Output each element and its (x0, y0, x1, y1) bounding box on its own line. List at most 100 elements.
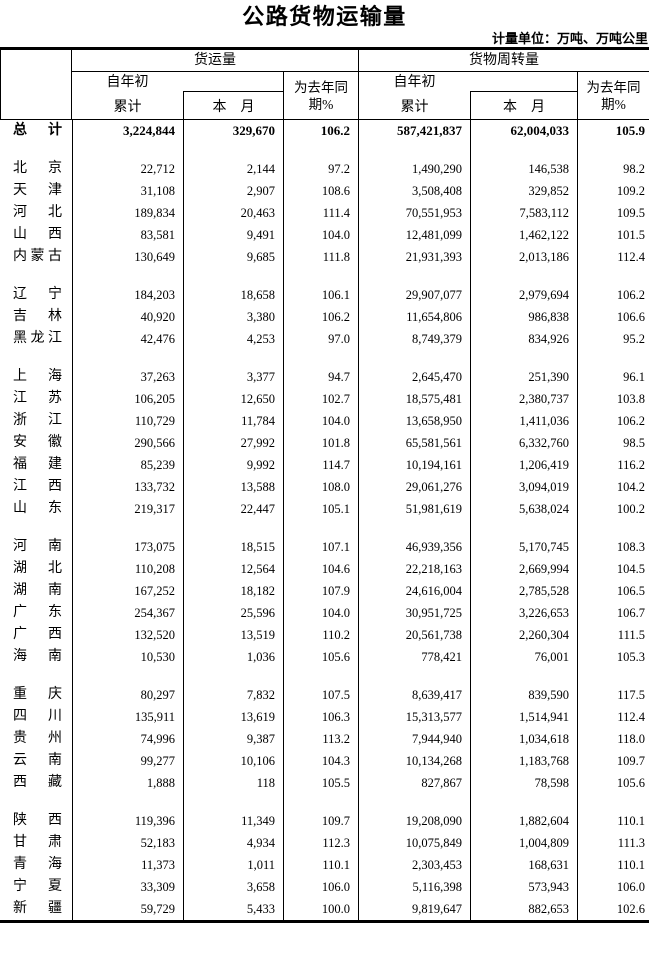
value-cell: 3,377 (183, 366, 283, 388)
table-row: 湖南 167,252 18,182 107.9 24,616,004 2,785,528 1… (0, 580, 649, 602)
region-name: 江苏 (13, 391, 62, 406)
region-cell: 江西 (0, 476, 72, 498)
value-cell: 76,001 (470, 646, 577, 668)
region-cell: 福建 (0, 454, 72, 476)
table-row: 新疆 59,729 5,433 100.0 9,819,647 882,653 102.6 (0, 898, 649, 920)
value-cell: 10,134,268 (358, 750, 470, 772)
value-cell: 1,882,604 (470, 810, 577, 832)
region-cell: 重庆 (0, 684, 72, 706)
value-cell: 29,907,077 (358, 284, 470, 306)
region-name: 总计 (13, 123, 62, 138)
empty-cell (283, 350, 358, 366)
value-cell: 106,205 (72, 388, 183, 410)
empty-cell (283, 794, 358, 810)
empty-cell (283, 268, 358, 284)
value-cell: 104.5 (577, 558, 649, 580)
empty-cell (0, 350, 72, 366)
value-cell: 106.0 (577, 876, 649, 898)
value-cell: 106.2 (283, 120, 358, 142)
value-cell: 96.1 (577, 366, 649, 388)
empty-cell (577, 520, 649, 536)
region-cell: 辽宁 (0, 284, 72, 306)
value-cell: 2,785,528 (470, 580, 577, 602)
value-cell: 106.5 (577, 580, 649, 602)
region-name: 海南 (13, 649, 62, 664)
value-cell: 834,926 (470, 328, 577, 350)
value-cell: 13,658,950 (358, 410, 470, 432)
value-cell: 12,481,099 (358, 224, 470, 246)
region-name: 甘肃 (13, 835, 62, 850)
value-cell: 104.0 (283, 410, 358, 432)
value-cell: 4,934 (183, 832, 283, 854)
value-cell: 109.7 (577, 750, 649, 772)
value-cell: 46,939,356 (358, 536, 470, 558)
region-name: 重庆 (13, 687, 62, 702)
value-cell: 108.0 (283, 476, 358, 498)
value-cell: 19,208,090 (358, 810, 470, 832)
value-cell: 1,004,809 (470, 832, 577, 854)
value-cell: 9,992 (183, 454, 283, 476)
value-cell: 10,075,849 (358, 832, 470, 854)
table-row: 福建 85,239 9,992 114.7 10,194,161 1,206,419 116… (0, 454, 649, 476)
header-yoy-line1: 为去年同 (586, 79, 641, 95)
header-ytd-cumulative-volume: 自年初 累计 (72, 72, 183, 119)
region-name: 湖北 (13, 561, 62, 576)
value-cell: 104.2 (577, 476, 649, 498)
empty-cell (470, 350, 577, 366)
value-cell: 3,224,844 (72, 120, 183, 142)
value-cell: 110.1 (577, 854, 649, 876)
empty-cell (577, 142, 649, 158)
value-cell: 10,194,161 (358, 454, 470, 476)
value-cell: 251,390 (470, 366, 577, 388)
value-cell: 1,183,768 (470, 750, 577, 772)
value-cell: 106.6 (577, 306, 649, 328)
header-region-blank-cell (1, 50, 72, 119)
empty-cell (577, 668, 649, 684)
region-cell: 四川 (0, 706, 72, 728)
table-row: 广西 132,520 13,519 110.2 20,561,738 2,260,304 1… (0, 624, 649, 646)
value-cell: 986,838 (470, 306, 577, 328)
table-row: 江西 133,732 13,588 108.0 29,061,276 3,094,019 1… (0, 476, 649, 498)
value-cell: 8,749,379 (358, 328, 470, 350)
region-name: 黑龙江 (13, 331, 62, 346)
group-gap-row (0, 520, 649, 536)
value-cell: 101.8 (283, 432, 358, 454)
header-spacer (183, 72, 283, 91)
value-cell: 33,309 (72, 876, 183, 898)
value-cell: 13,619 (183, 706, 283, 728)
value-cell: 100.2 (577, 498, 649, 520)
region-cell: 甘肃 (0, 832, 72, 854)
value-cell: 2,013,186 (470, 246, 577, 268)
header-this-month-turnover: 本 月 (470, 91, 577, 119)
empty-cell (183, 350, 283, 366)
value-cell: 106.1 (283, 284, 358, 306)
value-cell: 116.2 (577, 454, 649, 476)
value-cell: 7,832 (183, 684, 283, 706)
value-cell: 95.2 (577, 328, 649, 350)
value-cell: 118.0 (577, 728, 649, 750)
region-cell: 黑龙江 (0, 328, 72, 350)
table-row: 甘肃 52,183 4,934 112.3 10,075,849 1,004,809 111… (0, 832, 649, 854)
empty-cell (577, 794, 649, 810)
value-cell: 2,669,994 (470, 558, 577, 580)
value-cell: 2,979,694 (470, 284, 577, 306)
region-cell: 内蒙古 (0, 246, 72, 268)
empty-cell (358, 668, 470, 684)
header-yoy-line2: 期% (308, 96, 334, 112)
value-cell: 110.2 (283, 624, 358, 646)
region-cell: 海南 (0, 646, 72, 668)
value-cell: 107.5 (283, 684, 358, 706)
value-cell: 111.5 (577, 624, 649, 646)
region-cell: 新疆 (0, 898, 72, 920)
group-gap-row (0, 142, 649, 158)
value-cell: 173,075 (72, 536, 183, 558)
table-row: 广东 254,367 25,596 104.0 30,951,725 3,226,653 1… (0, 602, 649, 624)
table-row: 海南 10,530 1,036 105.6 778,421 76,001 105.3 (0, 646, 649, 668)
value-cell: 106.7 (577, 602, 649, 624)
value-cell: 11,373 (72, 854, 183, 876)
region-name: 新疆 (13, 901, 62, 916)
region-name: 天津 (13, 183, 62, 198)
header-group-freight-turnover: 货物周转量 (358, 50, 649, 72)
region-cell: 河南 (0, 536, 72, 558)
value-cell: 104.3 (283, 750, 358, 772)
